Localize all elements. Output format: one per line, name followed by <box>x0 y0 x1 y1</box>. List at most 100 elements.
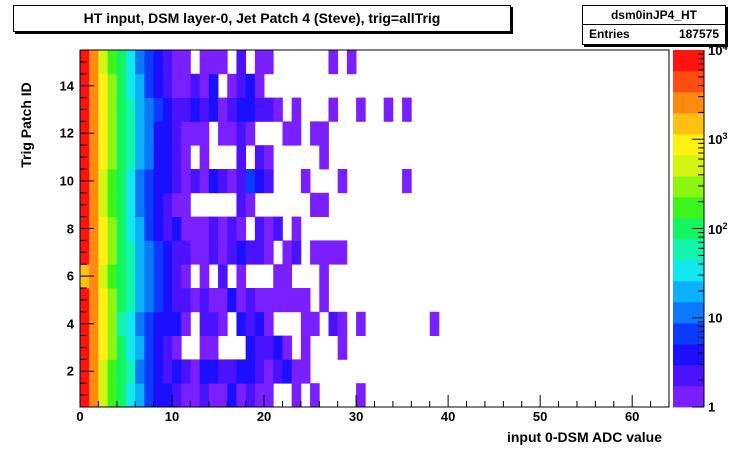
heatmap-cell <box>172 73 182 98</box>
heatmap-cell <box>126 169 136 194</box>
heatmap-cell <box>89 288 99 313</box>
heatmap-cell <box>190 359 201 384</box>
heatmap-cell <box>208 335 219 360</box>
heatmap-cell <box>126 335 136 360</box>
heatmap-cell <box>162 264 173 289</box>
heatmap-cell <box>162 288 173 313</box>
heatmap-cell <box>153 192 164 217</box>
heatmap-cell <box>89 264 99 289</box>
heatmap-cell <box>144 73 155 98</box>
heatmap-cell <box>181 145 191 170</box>
heatmap-cell <box>236 264 247 289</box>
heatmap-cell <box>162 73 173 98</box>
heatmap-cell <box>190 169 201 194</box>
heatmap-cell <box>126 73 136 98</box>
heatmap-cell <box>282 264 293 289</box>
heatmap-cell <box>98 216 109 241</box>
heatmap-cell <box>89 216 99 241</box>
x-tick-label: 10 <box>164 409 180 424</box>
heatmap-cell <box>273 216 283 241</box>
heatmap-cell <box>254 216 265 241</box>
stats-entries-row: Entries 187575 <box>583 25 725 44</box>
heatmap-cell <box>135 240 145 265</box>
heatmap-cell <box>172 145 182 170</box>
heatmap-cell <box>227 383 237 408</box>
heatmap-cell <box>153 383 164 408</box>
heatmap-cell <box>282 359 293 384</box>
heatmap-cell <box>135 335 145 360</box>
heatmap-cell <box>337 311 348 336</box>
heatmap-cell <box>356 311 366 336</box>
heatmap-cell <box>199 311 210 336</box>
heatmap-cell <box>254 288 265 313</box>
heatmap-cell <box>89 50 99 75</box>
heatmap-cell <box>135 145 145 170</box>
heatmap-cell <box>135 121 145 146</box>
heatmap-cell <box>254 335 265 360</box>
heatmap-cell <box>89 240 99 265</box>
heatmap-cell <box>89 359 99 384</box>
heatmap-cell <box>282 240 293 265</box>
heatmap-cell <box>199 73 210 98</box>
heatmap-cell <box>208 288 219 313</box>
heatmap-cell <box>135 50 145 75</box>
heatmap-cell <box>218 97 228 122</box>
heatmap-cell <box>162 121 173 146</box>
heatmap-cell <box>162 383 173 408</box>
heatmap-cell <box>245 240 256 265</box>
heatmap-cell <box>356 97 366 122</box>
heatmap-cell <box>162 240 173 265</box>
heatmap-cell <box>172 216 182 241</box>
palette-band <box>673 71 704 93</box>
heatmap-cell <box>153 264 164 289</box>
heatmap-cell <box>236 73 247 98</box>
heatmap-cell <box>245 383 256 408</box>
heatmap-cell <box>319 192 329 217</box>
heatmap-cell <box>227 73 237 98</box>
heatmap-cell <box>429 311 440 336</box>
heatmap-cell <box>300 288 311 313</box>
heatmap-cell <box>218 50 228 75</box>
heatmap-cell <box>264 311 274 336</box>
heatmap-cell <box>254 145 265 170</box>
heatmap-cell <box>218 359 228 384</box>
heatmap-cell <box>98 264 109 289</box>
heatmap-cell <box>208 311 219 336</box>
heatmap-cell <box>300 359 311 384</box>
heatmap-cell <box>291 240 302 265</box>
heatmap-cell <box>337 240 348 265</box>
x-tick-label: 40 <box>440 409 456 424</box>
heatmap-cell <box>264 288 274 313</box>
heatmap-cell <box>98 73 109 98</box>
heatmap-cell <box>126 264 136 289</box>
heatmap-cell <box>98 97 109 122</box>
heatmap-cell <box>383 97 394 122</box>
heatmap-cell <box>172 288 182 313</box>
heatmap-cell <box>162 335 173 360</box>
heatmap-cell <box>190 216 201 241</box>
heatmap-cell <box>282 288 293 313</box>
y-tick-label: 14 <box>59 78 74 94</box>
palette-band <box>673 239 704 261</box>
heatmap-cell <box>126 383 136 408</box>
heatmap-cell <box>227 216 237 241</box>
heatmap-cell <box>227 288 237 313</box>
heatmap-cell <box>337 335 348 360</box>
heatmap-cell <box>98 121 109 146</box>
heatmap-cell <box>116 192 127 217</box>
heatmap-cell <box>218 169 228 194</box>
heatmap-cell <box>144 121 155 146</box>
heatmap-cell <box>291 359 302 384</box>
heatmap-cell <box>236 145 247 170</box>
heatmap-cell <box>254 311 265 336</box>
heatmap-cell <box>107 97 118 122</box>
heatmap-cell <box>135 192 145 217</box>
heatmap-cell <box>116 288 127 313</box>
heatmap-cell <box>116 145 127 170</box>
heatmap-cell <box>126 97 136 122</box>
heatmap-cell <box>144 264 155 289</box>
heatmap-cell <box>181 121 191 146</box>
heatmap-cell <box>291 288 302 313</box>
heatmap-cell <box>190 383 201 408</box>
